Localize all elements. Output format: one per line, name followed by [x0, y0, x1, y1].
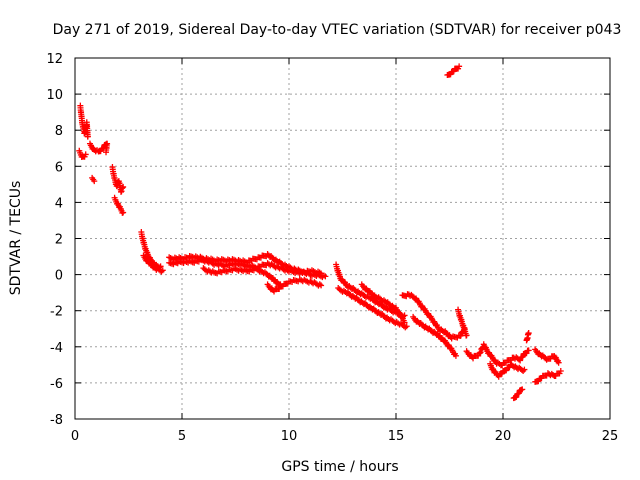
y-tick-label: -8 [50, 413, 63, 428]
data-point [456, 63, 463, 70]
grid-lines [75, 58, 610, 419]
data-point [120, 183, 127, 190]
data-point [322, 273, 329, 280]
data-point [452, 352, 459, 359]
data-points [76, 63, 564, 402]
data-point [91, 178, 98, 185]
data-point [463, 332, 470, 339]
data-point [457, 332, 464, 339]
axis-ticks: 0 5 10 15 20 25 -8 -6 -4 -2 0 2 4 6 8 10 12 [46, 52, 618, 444]
data-point [177, 255, 184, 262]
data-point [517, 357, 524, 364]
data-point [103, 149, 110, 156]
data-point [521, 366, 528, 373]
y-tick-label: 2 [55, 233, 63, 248]
data-point [82, 151, 89, 158]
data-point [557, 368, 564, 375]
x-tick-label: 5 [178, 429, 186, 444]
y-tick-label: 0 [55, 269, 63, 284]
y-tick-label: -4 [50, 341, 63, 356]
data-point [513, 393, 520, 400]
data-point [159, 267, 166, 274]
data-point [84, 133, 91, 140]
data-point [525, 347, 532, 354]
x-tick-label: 15 [388, 429, 405, 444]
x-tick-label: 0 [71, 429, 79, 444]
x-tick-label: 10 [281, 429, 298, 444]
data-point [519, 386, 526, 393]
data-point [318, 282, 325, 289]
data-point [515, 390, 522, 397]
y-tick-label: -6 [50, 377, 63, 392]
x-tick-label: 25 [602, 429, 619, 444]
y-tick-label: -2 [50, 305, 63, 320]
y-tick-label: 6 [55, 160, 63, 175]
chart-title: Day 271 of 2019, Sidereal Day-to-day VTE… [53, 22, 622, 38]
data-point [555, 359, 562, 366]
data-point [316, 281, 323, 288]
y-tick-label: 4 [55, 196, 63, 211]
data-point [525, 330, 532, 337]
data-point [403, 323, 410, 330]
data-point [120, 209, 127, 216]
y-axis-label: SDTVAR / TECUs [8, 181, 24, 296]
y-tick-label: 12 [46, 52, 63, 67]
data-point [519, 353, 526, 360]
y-tick-label: 8 [55, 124, 63, 139]
x-axis-label: GPS time / hours [281, 459, 398, 475]
y-tick-label: 10 [46, 88, 63, 103]
data-point [401, 319, 408, 326]
x-tick-label: 20 [495, 429, 512, 444]
